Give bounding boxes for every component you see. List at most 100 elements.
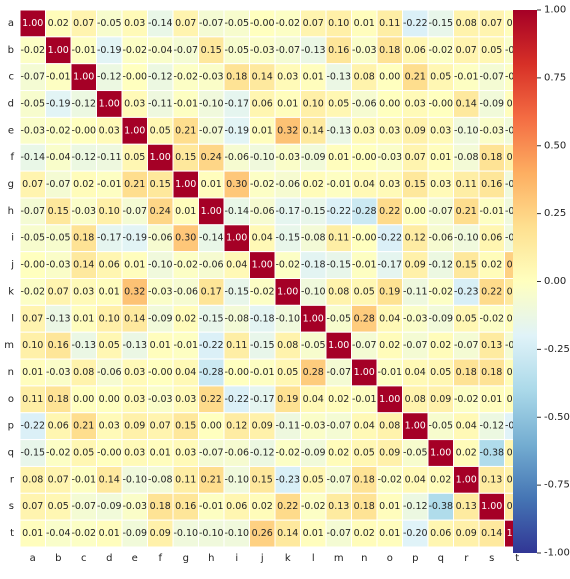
cell-value-label: -0.10 — [224, 528, 249, 539]
cell-value-label: 0.01 — [124, 260, 145, 271]
heatmap-cell-b-n — [351, 36, 378, 65]
cell-value-label: 1.00 — [379, 394, 400, 405]
x-tick-label-r: r — [464, 553, 469, 564]
heatmap-cell-t-m — [325, 519, 352, 548]
cell-value-label: 0.03 — [277, 72, 298, 83]
heatmap-cell-i-m — [325, 224, 352, 253]
heatmap-cell-d-c — [70, 90, 97, 118]
cell-value-label: 0.03 — [124, 448, 145, 459]
heatmap-cell-g-p — [402, 170, 429, 199]
x-tick-label-m: m — [334, 553, 344, 564]
cell-value-label: 0.04 — [456, 421, 477, 432]
colorbar: -1.00 -0.75 -0.50 -0.25 0.00 0.25 0.50 0.75 1.00 — [513, 5, 570, 559]
cell-value-label: -0.05 — [403, 448, 428, 459]
cell-value-label: 0.04 — [175, 367, 196, 378]
heatmap-cell-m-b — [45, 331, 72, 360]
cell-value-label: 0.24 — [201, 152, 222, 163]
cell-value-label: -0.04 — [148, 45, 173, 56]
cell-value-label: 0.16 — [175, 501, 196, 512]
cell-value-label: -0.00 — [428, 98, 453, 109]
heatmap-cell-k-e — [121, 278, 148, 306]
heatmap-cell-q-q — [427, 439, 454, 467]
y-axis-ticks: a b c d e f g h i j k l m n o p q r s t — [4, 18, 15, 539]
heatmap-cell-a-l — [300, 9, 327, 38]
cell-value-label: 1.00 — [303, 313, 324, 324]
cell-value-label: 0.07 — [456, 45, 477, 56]
heatmap-cell-e-g — [172, 116, 199, 145]
heatmap-cell-r-k — [274, 465, 301, 494]
colorbar-tick-label: 0.25 — [544, 208, 566, 219]
cell-value-label: 0.03 — [175, 394, 196, 405]
heatmap-cell-d-n — [351, 90, 378, 118]
heatmap-cell-n-k — [274, 358, 301, 387]
heatmap-cell-s-i — [223, 492, 250, 521]
cell-value-label: 0.14 — [252, 72, 273, 83]
heatmap-cell-i-p — [402, 224, 429, 253]
heatmap-cell-r-j — [249, 465, 276, 494]
cell-value-label: -0.03 — [301, 421, 326, 432]
cell-value-label: -0.07 — [275, 45, 300, 56]
heatmap-cell-k-r — [453, 278, 480, 306]
heatmap-cell-a-j — [249, 9, 276, 38]
cell-value-label: -0.15 — [428, 18, 453, 29]
cell-value-label: 0.16 — [328, 45, 349, 56]
cell-value-label: -0.07 — [326, 474, 351, 485]
cell-value-label: -0.03 — [250, 45, 275, 56]
heatmap-cell-j-c — [70, 251, 97, 279]
cell-value-label: 0.01 — [22, 367, 43, 378]
cell-value-label: 0.15 — [48, 206, 69, 217]
cell-value-label: 1.00 — [22, 18, 43, 29]
cell-value-label: -0.19 — [97, 45, 122, 56]
cell-value-label: 0.07 — [22, 313, 43, 324]
heatmap-cell-o-a — [19, 385, 46, 414]
cell-value-label: 0.05 — [354, 286, 375, 297]
cell-value-label: 0.24 — [150, 206, 171, 217]
cell-value-label: 0.03 — [99, 125, 120, 136]
heatmap-cell-m-r — [453, 331, 480, 360]
heatmap-cell-s-e — [121, 492, 148, 521]
heatmap-cell-o-g — [172, 385, 199, 414]
cell-value-label: -0.00 — [122, 72, 147, 83]
cell-value-label: 0.12 — [405, 233, 426, 244]
cell-value-label: 0.03 — [124, 367, 145, 378]
heatmap-cell-s-c — [70, 492, 97, 521]
heatmap-cell-t-d — [96, 519, 123, 548]
cell-value-label: 1.00 — [405, 421, 426, 432]
cell-value-label: -0.02 — [250, 286, 275, 297]
colorbar-tick-label: -0.50 — [544, 412, 570, 423]
cell-value-label: -0.10 — [275, 313, 300, 324]
cell-value-label: -0.38 — [428, 501, 453, 512]
heatmap-cell-o-n — [351, 385, 378, 414]
cell-value-label: -0.12 — [403, 501, 428, 512]
heatmap-cell-d-i — [223, 90, 250, 118]
cell-value-label: -0.06 — [97, 367, 122, 378]
heatmap-cell-f-p — [402, 143, 429, 172]
cell-value-label: 0.22 — [379, 206, 400, 217]
heatmap-cell-h-r — [453, 197, 480, 226]
cell-value-label: 0.01 — [150, 448, 171, 459]
x-tick-label-d: d — [106, 553, 112, 564]
cell-value-label: -0.18 — [301, 260, 326, 271]
cell-value-label: 0.15 — [175, 152, 196, 163]
cell-value-label: 0.04 — [303, 394, 324, 405]
cell-value-label: -0.06 — [148, 233, 173, 244]
heatmap-cell-o-i — [223, 385, 250, 414]
cell-value-label: -0.09 — [479, 98, 504, 109]
heatmap-cell-i-c — [70, 224, 97, 253]
cell-value-label: -0.22 — [377, 233, 402, 244]
cell-value-label: -0.00 — [250, 18, 275, 29]
cell-value-label: -0.07 — [173, 45, 198, 56]
cell-value-label: 0.02 — [48, 18, 69, 29]
cell-value-label: -0.14 — [20, 152, 45, 163]
cell-value-label: -0.01 — [173, 98, 198, 109]
cell-value-label: 0.28 — [303, 367, 324, 378]
cell-value-label: -0.06 — [173, 286, 198, 297]
cell-value-label: -0.00 — [71, 125, 96, 136]
heatmap-cell-a-f — [147, 9, 174, 38]
cell-value-label: 0.15 — [150, 179, 171, 190]
heatmap-cell-k-n — [351, 278, 378, 306]
heatmap-cell-t-l — [300, 519, 327, 548]
heatmap-cells: 1.00 0.02 0.07 -0.05 0.03 -0.14 0.07 -0.07 -0.05… — [19, 9, 531, 548]
cell-value-label: 0.17 — [201, 286, 222, 297]
heatmap-cell-n-e — [121, 358, 148, 387]
